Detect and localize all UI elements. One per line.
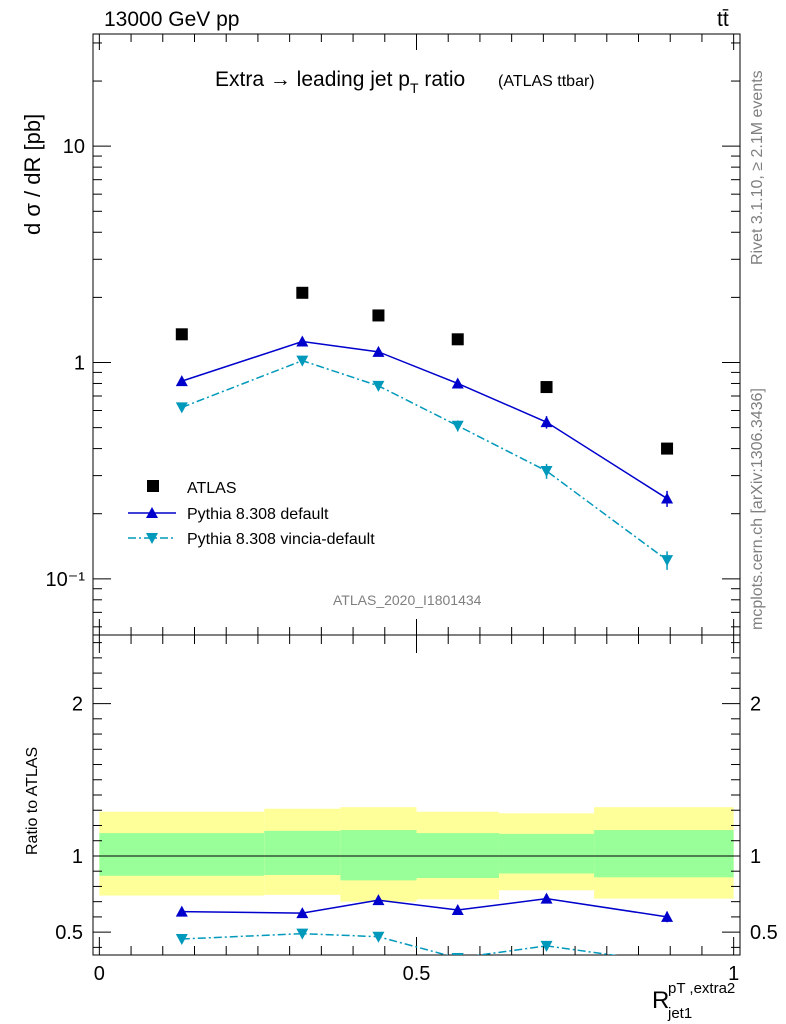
- vincia-ratio-point: [451, 953, 464, 955]
- top-ylabel: d σ / dR [pb]: [20, 114, 45, 235]
- default-ratio-point: [296, 907, 309, 919]
- bottom-ytick-label-left: 1: [72, 846, 83, 868]
- bottom-series-group: [175, 892, 674, 969]
- default-line: [181, 340, 668, 500]
- legend-default-marker: [146, 507, 158, 518]
- svg-text:d σ / dR [pb]: d σ / dR [pb]: [20, 114, 45, 235]
- legend: ATLAS Pythia 8.308 default Pythia 8.308 …: [128, 480, 375, 548]
- vincia-point: [661, 555, 674, 567]
- green-band: [594, 830, 734, 878]
- atlas-point: [661, 442, 674, 455]
- vincia-point: [175, 402, 188, 414]
- vincia-point: [372, 380, 385, 392]
- default-ratio-point: [451, 904, 464, 916]
- green-band: [264, 830, 341, 875]
- top-ytick-label: 10: [63, 136, 85, 158]
- mcplots-label: mcplots.cern.ch [arXiv:1306.3436]: [749, 388, 766, 630]
- green-band: [340, 830, 417, 881]
- atlas-point: [451, 333, 464, 346]
- atlas-point: [175, 328, 188, 341]
- top-panel-ticks: 10⁻¹ 1 10: [46, 34, 740, 635]
- top-panel-plot: [175, 286, 674, 570]
- vincia-point: [296, 355, 309, 367]
- xlabel-sup: pT ,extra2: [668, 980, 735, 997]
- default-point: [296, 335, 309, 347]
- bottom-ytick-label-right: 1: [750, 846, 761, 868]
- bottom-xtick-label: 0.5: [403, 963, 431, 985]
- plot-title: Extra → leading jet pT ratio: [215, 68, 465, 96]
- vincia-ratio-point: [540, 940, 553, 952]
- green-band: [498, 833, 595, 874]
- vincia-ratio-point: [372, 931, 385, 943]
- atlas-point: [296, 286, 309, 299]
- bottom-panel-frame: [92, 634, 741, 956]
- atlas-point: [540, 381, 553, 394]
- vincia-point: [540, 466, 553, 478]
- uncertainty-bands: [93, 807, 740, 902]
- default-ratio-point: [661, 910, 674, 922]
- bottom-xtick-label: 1: [728, 963, 739, 985]
- bottom-ytick-label-right: 0.5: [750, 922, 778, 944]
- default-point: [451, 377, 464, 389]
- green-band: [99, 833, 265, 876]
- vincia-ratio-point: [661, 958, 673, 969]
- vincia-ratio-point: [175, 934, 188, 945]
- xlabel-sub: jet1: [667, 1005, 692, 1022]
- atlas-point: [372, 309, 385, 322]
- legend-atlas-marker: [147, 480, 159, 492]
- plot-title-small: (ATLAS ttbar): [498, 73, 595, 90]
- bottom-ytick-label-left: 0.5: [55, 922, 83, 944]
- bottom-ytick-label-right: 2: [750, 694, 761, 716]
- bottom-panel-plot: [175, 892, 674, 969]
- legend-default-label: Pythia 8.308 default: [187, 506, 329, 523]
- header-energy: 13000 GeV pp: [104, 8, 239, 31]
- legend-vincia-label: Pythia 8.308 vincia-default: [187, 531, 375, 548]
- vincia-ratio-line: [181, 932, 618, 955]
- bottom-xtick-label: 0: [94, 963, 105, 985]
- legend-vincia-marker: [146, 533, 158, 544]
- xlabel: R pT ,extra2 jet1: [652, 980, 735, 1022]
- vincia-ratio-point: [296, 928, 309, 940]
- rivet-version-label: Rivet 3.1.10, ≥ 2.1M events: [749, 70, 766, 265]
- bottom-ytick-label-left: 2: [72, 694, 83, 716]
- header-process: tt̄: [717, 8, 729, 31]
- default-point: [661, 492, 674, 504]
- legend-atlas-label: ATLAS: [187, 480, 237, 497]
- default-ratio-point: [175, 905, 188, 917]
- bottom-ylabel: Ratio to ATLAS: [24, 747, 41, 855]
- bottom-panel-ticks: 0.5 0.5 1 1 2 2 0 0.5 1: [55, 635, 778, 985]
- analysis-watermark: ATLAS_2020_I1801434: [333, 592, 482, 608]
- default-ratio-point: [372, 894, 385, 906]
- default-point: [540, 416, 553, 428]
- default-ratio-line: [181, 897, 668, 918]
- top-ytick-label: 10⁻¹: [46, 569, 86, 591]
- top-ytick-label: 1: [74, 353, 85, 375]
- default-ratio-point: [540, 892, 553, 904]
- vincia-point: [451, 420, 464, 432]
- vincia-line: [181, 359, 668, 561]
- default-point: [175, 375, 188, 387]
- default-point: [372, 345, 385, 357]
- xlabel-base: R: [652, 987, 669, 1014]
